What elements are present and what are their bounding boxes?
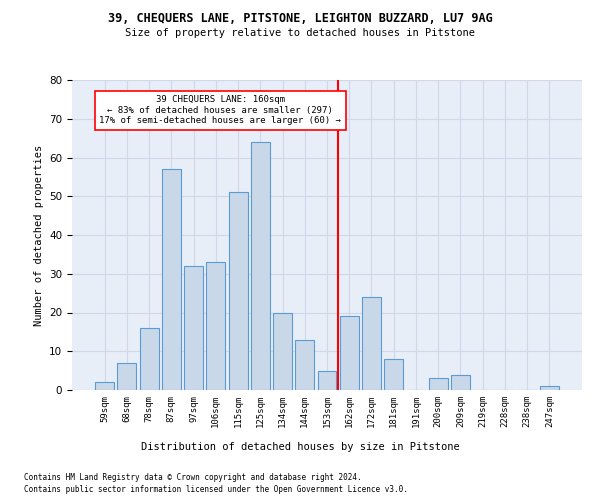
- Bar: [184, 266, 203, 390]
- Y-axis label: Number of detached properties: Number of detached properties: [34, 144, 44, 326]
- Bar: [273, 312, 292, 390]
- Text: Size of property relative to detached houses in Pitstone: Size of property relative to detached ho…: [125, 28, 475, 38]
- Bar: [251, 142, 270, 390]
- Bar: [384, 359, 403, 390]
- Text: 39, CHEQUERS LANE, PITSTONE, LEIGHTON BUZZARD, LU7 9AG: 39, CHEQUERS LANE, PITSTONE, LEIGHTON BU…: [107, 12, 493, 26]
- Bar: [295, 340, 314, 390]
- Bar: [118, 363, 136, 390]
- Text: Contains HM Land Registry data © Crown copyright and database right 2024.: Contains HM Land Registry data © Crown c…: [24, 472, 362, 482]
- Bar: [95, 382, 114, 390]
- Bar: [540, 386, 559, 390]
- Bar: [429, 378, 448, 390]
- Text: 39 CHEQUERS LANE: 160sqm
← 83% of detached houses are smaller (297)
17% of semi-: 39 CHEQUERS LANE: 160sqm ← 83% of detach…: [100, 96, 341, 126]
- Bar: [340, 316, 359, 390]
- Bar: [229, 192, 248, 390]
- Bar: [162, 169, 181, 390]
- Bar: [317, 370, 337, 390]
- Bar: [362, 297, 381, 390]
- Bar: [206, 262, 225, 390]
- Bar: [451, 374, 470, 390]
- Text: Contains public sector information licensed under the Open Government Licence v3: Contains public sector information licen…: [24, 485, 408, 494]
- Text: Distribution of detached houses by size in Pitstone: Distribution of detached houses by size …: [140, 442, 460, 452]
- Bar: [140, 328, 158, 390]
